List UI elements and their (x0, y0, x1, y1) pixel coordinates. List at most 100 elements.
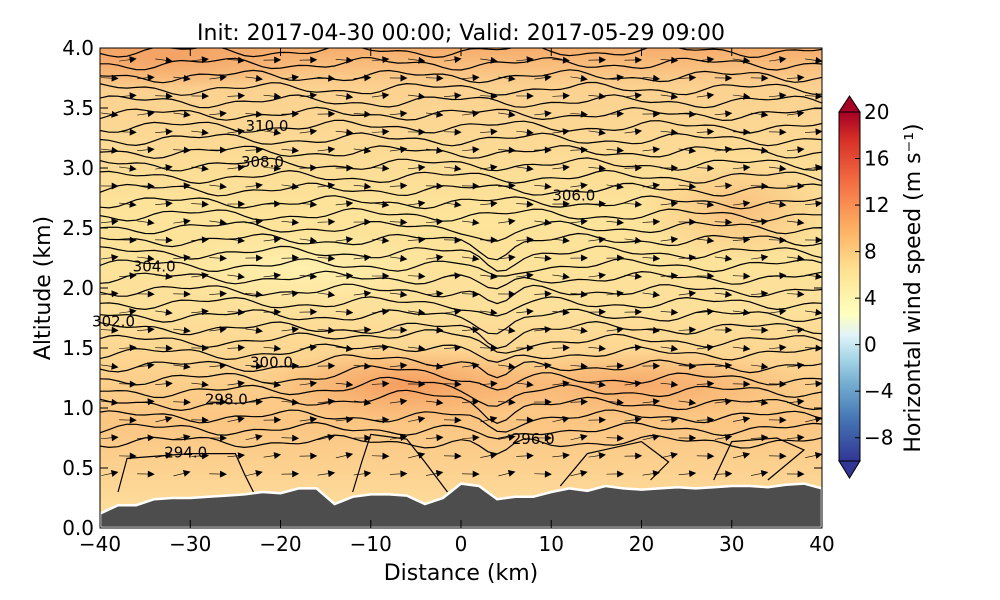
wind-vector-arrow (678, 470, 697, 478)
wind-vector-arrow (786, 326, 805, 334)
wind-vector-arrow (480, 415, 498, 423)
wind-vector-arrow (768, 236, 787, 244)
wind-vector-arrow (444, 344, 462, 352)
wind-vector-arrow (660, 380, 679, 388)
wind-vector-arrow (552, 380, 570, 388)
wind-vector-arrow (696, 344, 715, 352)
wind-vector-arrow (570, 254, 588, 262)
contour-line (100, 308, 822, 335)
wind-vector-arrow (353, 326, 372, 334)
wind-vector-arrow (732, 56, 751, 64)
wind-vector-arrow (317, 290, 336, 298)
wind-vector-arrow (552, 200, 570, 208)
wind-vector-arrow (516, 452, 534, 460)
wind-vector-arrow (425, 218, 444, 226)
wind-vector-arrow (335, 164, 354, 172)
wind-vector-arrow (371, 380, 390, 388)
wind-vector-arrow (263, 380, 282, 388)
wind-vector-arrow (588, 128, 606, 136)
wind-vector-arrow (101, 398, 119, 406)
wind-vector-arrow (407, 92, 426, 100)
wind-vector-arrow (480, 452, 498, 459)
wind-vector-arrow (786, 470, 805, 478)
wind-vector-arrow (371, 344, 390, 352)
wind-vector-arrow (137, 398, 155, 406)
wind-vector-arrow (425, 434, 444, 442)
wind-vector-arrow (371, 92, 390, 100)
wind-vector-arrow (461, 290, 480, 298)
wind-vector-arrow (443, 236, 462, 244)
wind-vector-arrow (407, 200, 426, 208)
wind-vector-arrow (155, 128, 173, 136)
contour-line (117, 453, 254, 493)
wind-vector-arrow (263, 128, 282, 136)
wind-vector-arrow (281, 434, 300, 442)
colorbar-tick-label: 20 (864, 100, 889, 124)
y-tick-label: 1.5 (62, 336, 94, 360)
x-axis-label: Distance (km) (384, 561, 539, 586)
colorbar: 20 16 12 8 4 0 −4 −8 Horizontal wind speed (m s… (838, 95, 926, 479)
wind-vector-arrow (245, 74, 263, 82)
contour-line (100, 106, 822, 122)
wind-vector-arrow (552, 416, 570, 423)
wind-vector-arrow (642, 254, 661, 262)
wind-vector-arrow (714, 470, 733, 478)
wind-vector-arrow (245, 182, 263, 190)
wind-vector-arrow (696, 128, 715, 136)
wind-vector-arrow (155, 415, 173, 423)
wind-vector-arrow (173, 290, 191, 298)
wind-vector-arrow (750, 398, 769, 406)
wind-vector-arrow (678, 362, 697, 370)
wind-vector-arrow (588, 452, 606, 460)
wind-vector-arrow (119, 452, 137, 460)
wind-vector-arrow (660, 272, 679, 280)
wind-vector-arrow (245, 470, 263, 477)
wind-vector-arrow (732, 236, 751, 244)
wind-vector-arrow (209, 290, 227, 298)
wind-vector-arrow (155, 56, 173, 64)
wind-vector-arrow (389, 110, 408, 118)
wind-vector-arrow (552, 164, 570, 172)
wind-vector-arrow (714, 146, 733, 154)
wind-vector-arrow (660, 416, 679, 424)
wind-vector-arrow (534, 290, 552, 298)
wind-vector-arrow (245, 362, 264, 370)
wind-vector-arrow (498, 469, 516, 477)
wind-vector-arrow (714, 398, 733, 406)
wind-vector-arrow (137, 218, 155, 226)
wind-vector-arrow (317, 74, 336, 82)
wind-vector-arrow (317, 110, 336, 118)
wind-vector-arrow (461, 182, 480, 190)
wind-vector-arrow (552, 452, 570, 460)
wind-vector-arrow (353, 362, 372, 370)
wind-vector-arrow (516, 236, 534, 244)
wind-vector-arrow (570, 398, 588, 406)
wind-vector-arrow (786, 110, 805, 118)
contour-label: 296.0 (512, 430, 555, 448)
wind-vector-arrow (516, 92, 534, 100)
wind-vector-arrow (480, 380, 498, 388)
wind-vector-arrow (750, 326, 769, 334)
wind-vector-arrow (498, 254, 516, 262)
wind-vector-arrow (624, 416, 643, 424)
wind-vector-arrow (642, 470, 661, 478)
wind-vector-arrow (227, 380, 245, 388)
wind-vector-arrow (191, 272, 209, 280)
wind-vector-arrow (498, 434, 516, 441)
colorbar-tick-label: −8 (864, 426, 893, 450)
wind-vector-arrow (209, 146, 227, 154)
wind-vector-arrow (389, 362, 408, 370)
wind-vector-arrow (335, 236, 354, 244)
wind-vector-arrow (425, 290, 444, 298)
wind-vector-arrow (317, 326, 336, 334)
wind-vector-arrow (588, 380, 606, 388)
wind-vector-arrow (137, 470, 155, 478)
y-axis: 0.0 0.5 1.0 1.5 2.0 2.5 3.0 3.5 4.0 (62, 36, 822, 540)
wind-vector-arrow (281, 74, 300, 82)
contour-line (713, 437, 806, 481)
wind-vector-arrow (642, 182, 661, 190)
wind-vector-arrow (101, 434, 119, 442)
wind-vector-arrow (570, 326, 588, 334)
wind-vector-arrow (299, 128, 318, 136)
colorbar-tick-label: 8 (864, 240, 877, 264)
